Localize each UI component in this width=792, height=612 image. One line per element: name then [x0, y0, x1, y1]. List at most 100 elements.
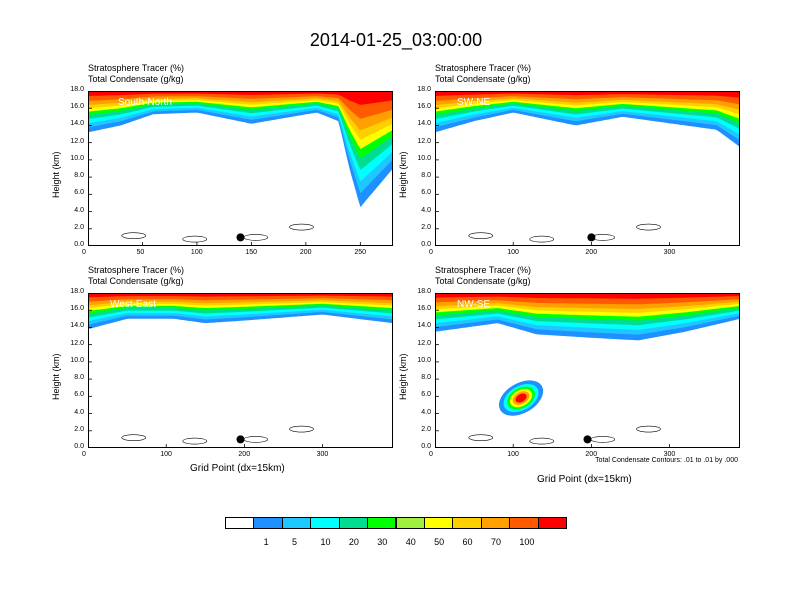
- y-tick-label: 18.0: [417, 288, 431, 295]
- condensate-contour: [529, 437, 555, 445]
- plot-svg: [88, 91, 393, 246]
- condensate-contour: [468, 434, 494, 441]
- condensate-contour: [289, 223, 314, 231]
- panel-header-tracer: Stratosphere Tracer (%): [88, 265, 185, 275]
- y-tick-label: 12.0: [70, 339, 84, 347]
- colorbar-swatch: [225, 517, 255, 529]
- panel-south-north: Stratosphere Tracer (%) Total Condensate…: [51, 63, 393, 256]
- y-tick-label: 2.0: [421, 223, 431, 231]
- contour-note: Total Condensate Contours: .01 to .01 by…: [595, 457, 738, 464]
- y-tick-label: 12.0: [417, 339, 431, 347]
- plot-area: [88, 91, 393, 246]
- x-tick-label: 300: [663, 451, 676, 458]
- x-tick-label: 0: [429, 451, 433, 458]
- y-axis-title: Height (km): [51, 151, 61, 198]
- y-tick-label: 4.0: [421, 408, 431, 416]
- y-tick-label: 10.0: [417, 356, 431, 364]
- colorbar: [225, 517, 567, 529]
- y-tick-label: 12.0: [417, 137, 431, 145]
- y-tick-label: 10.0: [417, 154, 431, 162]
- colorbar-swatch: [281, 517, 312, 529]
- y-tick-label: 8.0: [74, 172, 84, 180]
- panel-label: SW-NE: [457, 97, 491, 108]
- y-tick-label: 6.0: [421, 391, 431, 399]
- y-tick-label: 14.0: [70, 322, 84, 330]
- surface-marker: [236, 435, 245, 444]
- colorbar-swatch: [423, 517, 454, 529]
- y-tick-label: 18.0: [70, 86, 84, 93]
- colorbar-label: 10: [320, 537, 331, 547]
- panel-header-condensate: Total Condensate (g/kg): [88, 276, 184, 286]
- surface-marker: [587, 233, 596, 242]
- plot-area: [88, 293, 393, 448]
- colorbar-swatch: [537, 517, 567, 529]
- x-tick-label: 100: [507, 451, 519, 458]
- y-tick-label: 14.0: [417, 120, 431, 128]
- x-tick-label: 50: [136, 249, 145, 256]
- y-tick-label: 10.0: [70, 356, 84, 364]
- tracer-band: [435, 293, 740, 299]
- x-tick-label: 0: [82, 249, 86, 256]
- y-tick-label: 16.0: [70, 305, 84, 313]
- surface-marker: [236, 233, 245, 242]
- condensate-contour: [636, 223, 661, 231]
- y-tick-label: 0.0: [421, 443, 431, 450]
- y-tick-label: 4.0: [74, 408, 84, 416]
- y-tick-label: 4.0: [421, 206, 431, 214]
- y-tick-label: 16.0: [70, 103, 84, 111]
- x-tick-label: 200: [585, 451, 598, 458]
- panel-sw-ne: Stratosphere Tracer (%) Total Condensate…: [398, 63, 740, 256]
- x-tick-label: 100: [507, 249, 519, 256]
- colorbar-label: 1: [263, 537, 269, 547]
- panel-label: NW-SE: [457, 299, 491, 310]
- y-tick-label: 14.0: [417, 322, 431, 330]
- colorbar-label: 50: [434, 537, 445, 547]
- colorbar-swatch: [253, 517, 283, 529]
- condensate-contour: [636, 425, 661, 433]
- tracer-blob: [515, 393, 527, 403]
- plot-area: [435, 293, 740, 448]
- panel-header-tracer: Stratosphere Tracer (%): [435, 265, 532, 275]
- y-tick-label: 4.0: [74, 206, 84, 214]
- main-title: 2014-01-25_03:00:00: [309, 30, 483, 50]
- panel-nw-se: Stratosphere Tracer (%) Total Condensate…: [398, 265, 740, 485]
- condensate-contour: [121, 434, 147, 441]
- y-tick-label: 16.0: [417, 305, 431, 313]
- x-tick-label: 100: [160, 451, 172, 458]
- x-tick-label: 200: [299, 249, 312, 256]
- colorbar-label: 60: [462, 537, 473, 547]
- colorbar-swatch: [395, 517, 425, 529]
- panel-header-condensate: Total Condensate (g/kg): [435, 276, 531, 286]
- y-tick-label: 0.0: [421, 241, 431, 248]
- condensate-contour: [529, 235, 555, 243]
- x-tick-label: 300: [316, 451, 329, 458]
- plot-svg: [88, 293, 393, 448]
- y-axis-title: Height (km): [398, 353, 408, 400]
- y-tick-label: 6.0: [421, 189, 431, 197]
- colorbar-label: 40: [405, 537, 416, 547]
- x-tick-label: 150: [245, 249, 258, 256]
- condensate-contour: [289, 425, 314, 433]
- condensate-contour: [182, 235, 208, 243]
- tracer-band: [88, 293, 393, 298]
- tracer-band: [88, 91, 393, 105]
- colorbar-swatch: [452, 517, 482, 529]
- panel-label: South-North: [118, 97, 172, 108]
- y-tick-label: 6.0: [74, 391, 84, 399]
- y-tick-label: 2.0: [421, 425, 431, 433]
- colorbar-swatch: [338, 517, 369, 529]
- colorbar-label: 20: [348, 537, 359, 547]
- panel-west-east: Stratosphere Tracer (%) Total Condensate…: [51, 265, 393, 474]
- y-tick-label: 12.0: [70, 137, 84, 145]
- y-axis-title: Height (km): [51, 353, 61, 400]
- y-tick-label: 6.0: [74, 189, 84, 197]
- condensate-contour: [121, 232, 147, 239]
- panel-header-condensate: Total Condensate (g/kg): [435, 74, 531, 84]
- x-axis-title: Grid Point (dx=15km): [537, 474, 632, 485]
- x-tick-label: 250: [354, 249, 366, 256]
- colorbar-label: 5: [292, 537, 298, 547]
- condensate-contour: [243, 234, 269, 241]
- x-tick-label: 300: [663, 249, 676, 256]
- y-axis-title: Height (km): [398, 151, 408, 198]
- plot-area: [435, 91, 740, 246]
